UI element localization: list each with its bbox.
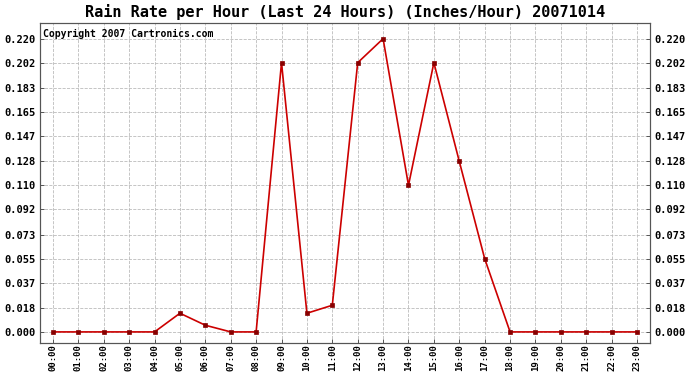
Title: Rain Rate per Hour (Last 24 Hours) (Inches/Hour) 20071014: Rain Rate per Hour (Last 24 Hours) (Inch…: [85, 4, 605, 20]
Text: Copyright 2007 Cartronics.com: Copyright 2007 Cartronics.com: [43, 29, 214, 39]
